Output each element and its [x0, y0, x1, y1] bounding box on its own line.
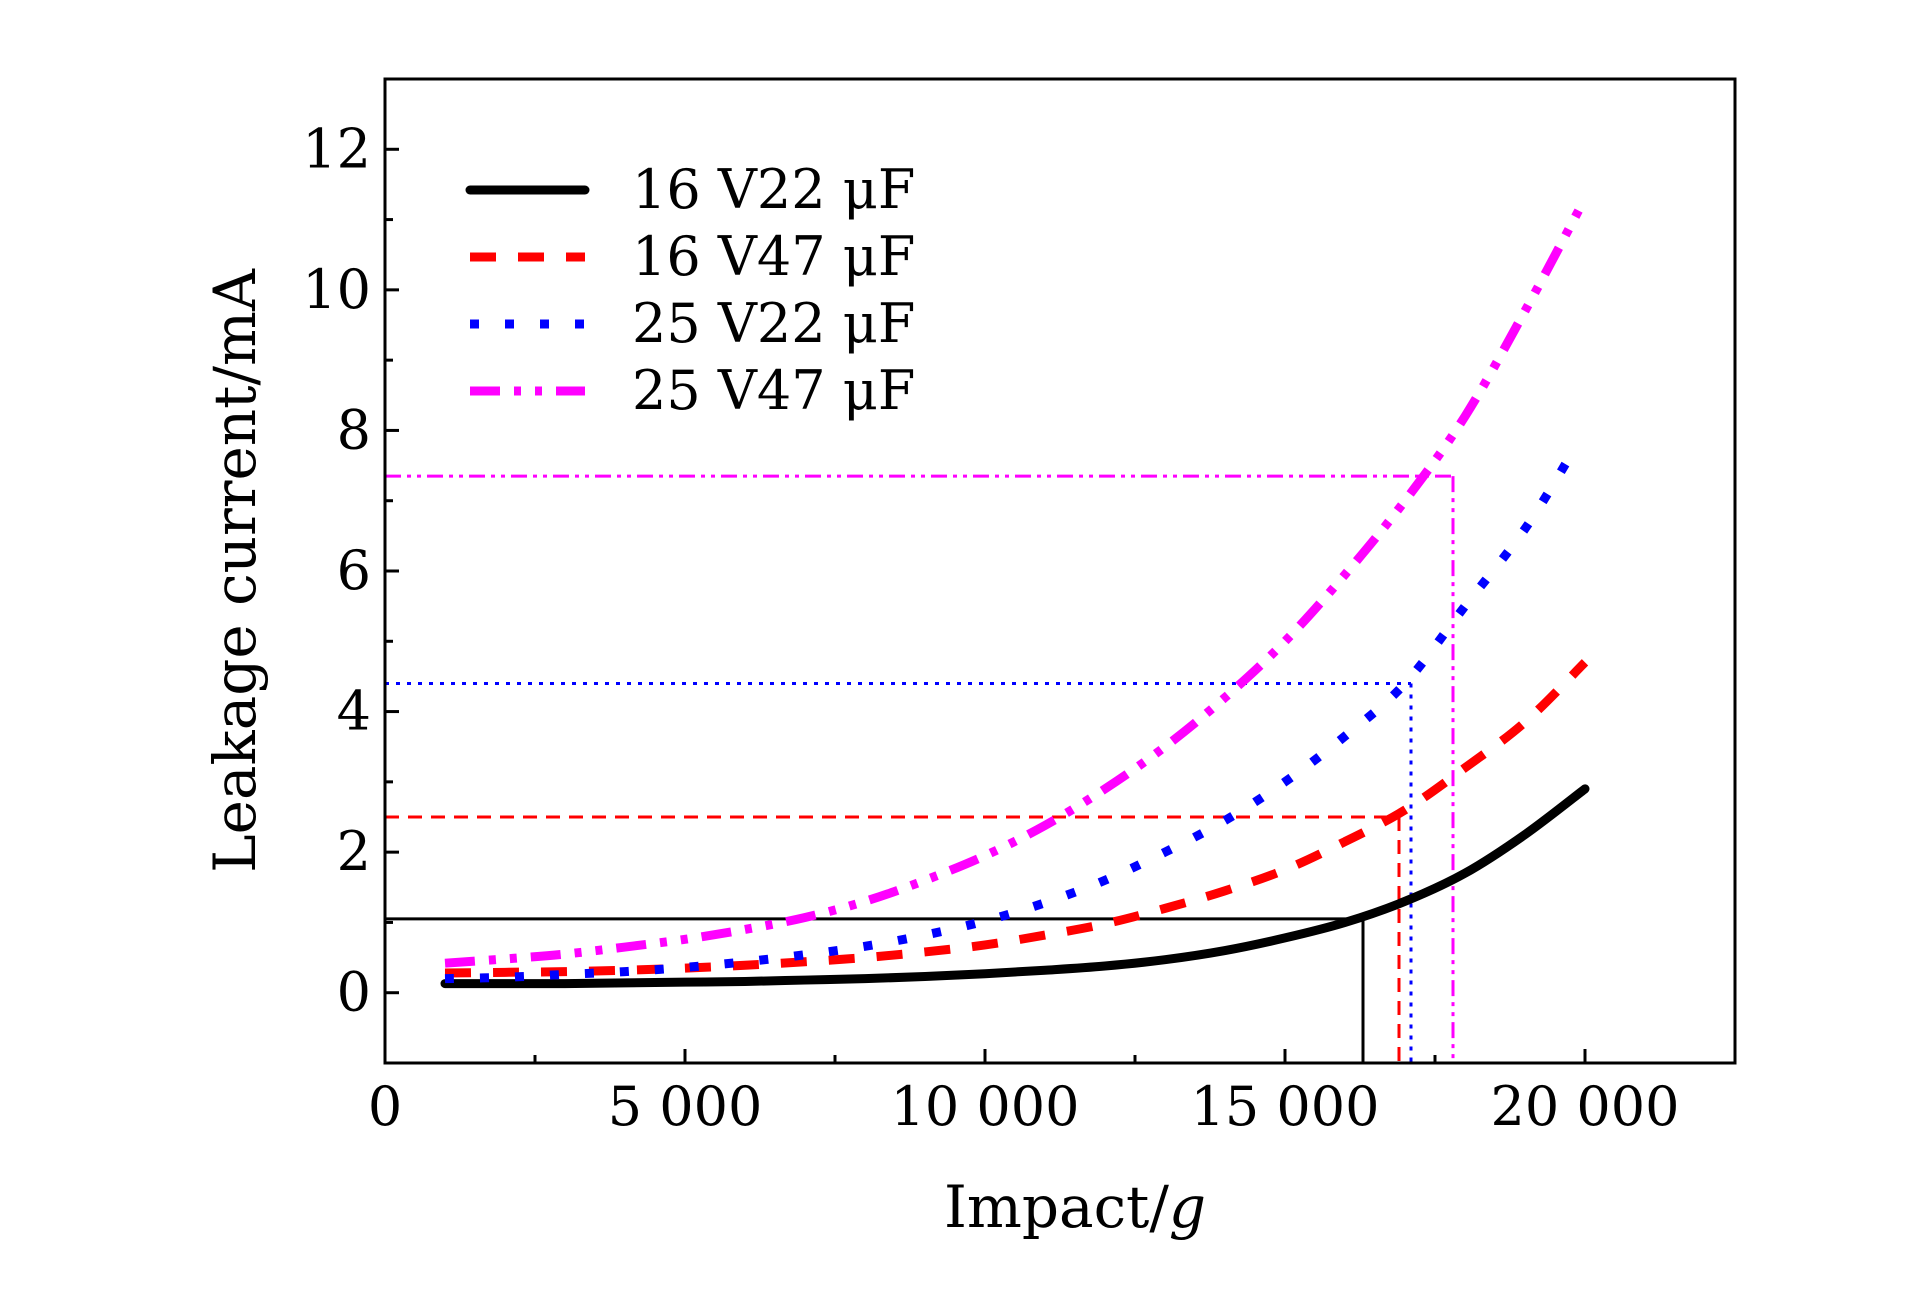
legend-label: 25 V47 μF: [632, 359, 915, 422]
legend-label: 25 V22 μF: [632, 292, 915, 355]
series-line-4: [444, 196, 1589, 968]
series-line-1: [440, 784, 1590, 989]
y-tick-label: 6: [337, 539, 371, 602]
legend-label: 16 V22 μF: [632, 158, 915, 221]
y-tick-label: 0: [337, 961, 371, 1024]
y-tick-label: 10: [302, 258, 371, 321]
y-tick-label: 12: [302, 117, 371, 180]
x-tick-label: 15 000: [1191, 1075, 1380, 1138]
series-lines: [440, 196, 1590, 989]
x-tick-label: 5 000: [608, 1075, 763, 1138]
reference-lines: [385, 474, 1455, 1063]
axis-tick-labels: 0 5 000 10 000 15 000 20 000 0 2 4 6 8 10 12: [302, 117, 1679, 1138]
y-tick-label: 2: [337, 820, 371, 883]
series-line-2: [444, 659, 1589, 978]
axis-ticks: [383, 147, 1587, 1063]
x-axis-label: Impact/g: [944, 1173, 1206, 1241]
y-axis-label: Leakage current/mA: [201, 268, 269, 873]
legend-label: 16 V47 μF: [632, 225, 915, 288]
x-tick-label: 0: [368, 1075, 402, 1138]
x-tick-label: 10 000: [891, 1075, 1080, 1138]
plot-frame: [383, 77, 1737, 1065]
y-tick-label: 8: [337, 398, 371, 461]
y-tick-label: 4: [337, 680, 371, 743]
x-tick-label: 20 000: [1491, 1075, 1680, 1138]
